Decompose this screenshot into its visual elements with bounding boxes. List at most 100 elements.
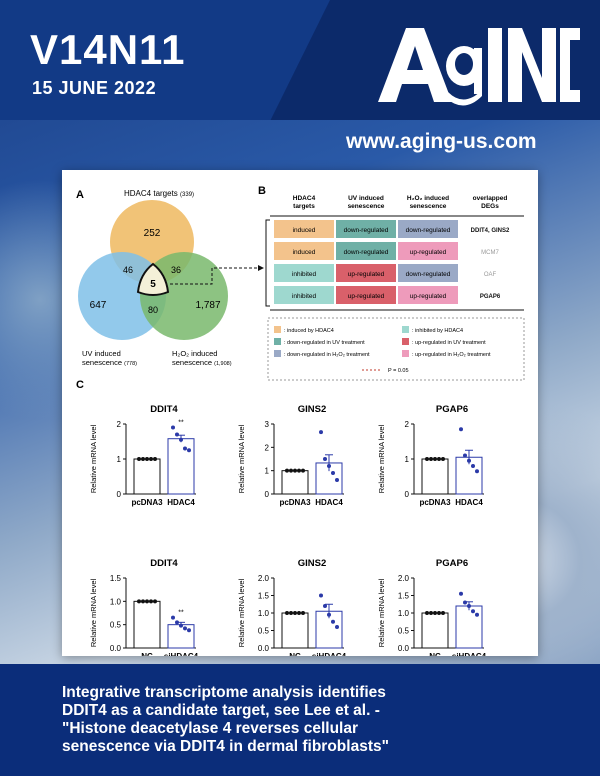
data-point [179, 623, 183, 628]
x-tick-label: HDAC4 [455, 498, 483, 507]
data-point [429, 611, 433, 615]
data-point [335, 478, 339, 482]
y-tick-label: 2 [265, 443, 270, 452]
data-point [463, 453, 467, 458]
table-header: UV induced [348, 195, 384, 202]
venn-count-center: 5 [150, 279, 156, 290]
venn-count-top-left: 46 [123, 265, 133, 275]
bar-chart: GINS2 0.0 0.5 1.0 1.5 2.0 Relative mRNA level N… [237, 558, 347, 661]
table-cell [336, 264, 396, 282]
y-axis-label: Relative mRNA level [377, 424, 386, 493]
data-point [441, 457, 445, 461]
x-tick-label: pcDNA3 [279, 498, 311, 507]
venn-count-top-right: 36 [171, 265, 181, 275]
data-point [183, 446, 187, 451]
bar-chart: PGAP6 0 1 2 Relative mRNA level pcDNA3 HDAC4 [377, 404, 484, 507]
journal-url[interactable]: www.aging-us.com [346, 130, 537, 153]
table-header: DEGs [481, 203, 499, 210]
x-tick-label: siHDAC4 [164, 652, 199, 656]
table-cell-text: up-regulated [410, 293, 447, 300]
data-point [327, 464, 331, 468]
venn-left-label: senescence (778) [82, 358, 137, 367]
bar [167, 624, 195, 649]
y-tick-label: 2.0 [258, 574, 270, 583]
x-tick-label: NC [141, 652, 153, 656]
table-header: targets [293, 203, 315, 210]
panel-b-label: B [258, 185, 266, 197]
data-point [463, 600, 467, 605]
data-point [429, 457, 433, 461]
table-cell-text: down-regulated [344, 227, 389, 234]
y-tick-label: 1 [405, 455, 410, 464]
y-axis-label: Relative mRNA level [237, 424, 246, 493]
venn-link-arrow [170, 267, 258, 285]
data-point [141, 599, 145, 604]
cover-caption: Integrative transcriptome analysis ident… [62, 684, 562, 756]
y-tick-label: 0.0 [110, 644, 122, 653]
volume-number: V14N11 [30, 26, 186, 73]
venn-right-label: senescence (1,908) [172, 358, 232, 367]
table-cell-text: up-regulated [410, 249, 447, 256]
table-cell [336, 220, 396, 238]
data-point [437, 611, 441, 615]
bar [167, 438, 195, 495]
journal-logo [378, 28, 580, 106]
y-axis-label: Relative mRNA level [237, 578, 246, 647]
y-tick-label: 2.0 [398, 574, 410, 583]
x-tick-label: siHDAC4 [312, 652, 347, 656]
legend-swatch [274, 338, 281, 345]
data-point [319, 430, 323, 435]
data-point [149, 599, 153, 604]
bar [281, 470, 309, 495]
x-tick-label: NC [429, 652, 441, 656]
x-tick-label: siHDAC4 [452, 652, 487, 656]
bar [133, 600, 161, 649]
y-tick-label: 1.5 [398, 592, 410, 601]
table-cell [336, 286, 396, 304]
data-point [437, 457, 441, 461]
table-header: senescence [348, 203, 385, 210]
data-point [441, 611, 445, 615]
issue-date: 15 JUNE 2022 [32, 78, 157, 98]
data-point [141, 457, 145, 461]
data-point [467, 458, 471, 463]
bar-chart: DDIT4 0 1 2 Relative mRNA level pcDNA3 ** HDAC4 [89, 404, 196, 507]
data-point [175, 620, 179, 625]
venn-count-top: 252 [144, 228, 161, 239]
legend-label: : down-regulated in H₂O₂ treatment [284, 352, 370, 358]
legend-label: : up-regulated in UV treatment [412, 340, 486, 346]
caption-banner [0, 664, 600, 776]
caption-line: senescence via DDIT4 in dermal fibroblas… [62, 738, 389, 755]
legend-label: : inhibited by HDAC4 [412, 328, 463, 334]
bar-chart: GINS2 0 1 2 3 Relative mRNA level pcDNA3 HDAC4 [237, 404, 344, 507]
y-tick-label: 1 [265, 467, 270, 476]
table-header: HDAC4 [293, 195, 316, 202]
table-cell [336, 242, 396, 260]
y-tick-label: 1.0 [110, 597, 122, 606]
data-point [183, 626, 187, 631]
table-cell [398, 286, 458, 304]
data-point [171, 615, 175, 620]
chart-title: GINS2 [298, 404, 327, 415]
arrow-head-icon [258, 265, 264, 271]
y-tick-label: 0.5 [258, 627, 270, 636]
y-axis-label: Relative mRNA level [89, 578, 98, 647]
bar-chart: DDIT4 0.0 0.5 1.0 1.5 Relative mRNA level NC **… [89, 558, 199, 661]
table-cell [274, 286, 334, 304]
data-point [149, 457, 153, 461]
y-tick-label: 0 [117, 490, 122, 499]
bar-charts: DDIT4 0 1 2 Relative mRNA level pcDNA3 ** HDAC4… [89, 404, 487, 661]
legend-label: : up-regulated in H₂O₂ treatment [412, 352, 491, 358]
data-point [293, 611, 297, 615]
legend-swatch [274, 326, 281, 333]
data-point [475, 469, 479, 474]
legend-label: : down-regulated in UV treatment [284, 340, 365, 346]
y-tick-label: 0 [265, 490, 270, 499]
data-point [289, 468, 293, 473]
legend-pvalue-label: P = 0.05 [388, 368, 409, 374]
table-cell [274, 264, 334, 282]
data-point [179, 437, 183, 442]
bar [281, 612, 309, 649]
x-tick-label: pcDNA3 [419, 498, 451, 507]
